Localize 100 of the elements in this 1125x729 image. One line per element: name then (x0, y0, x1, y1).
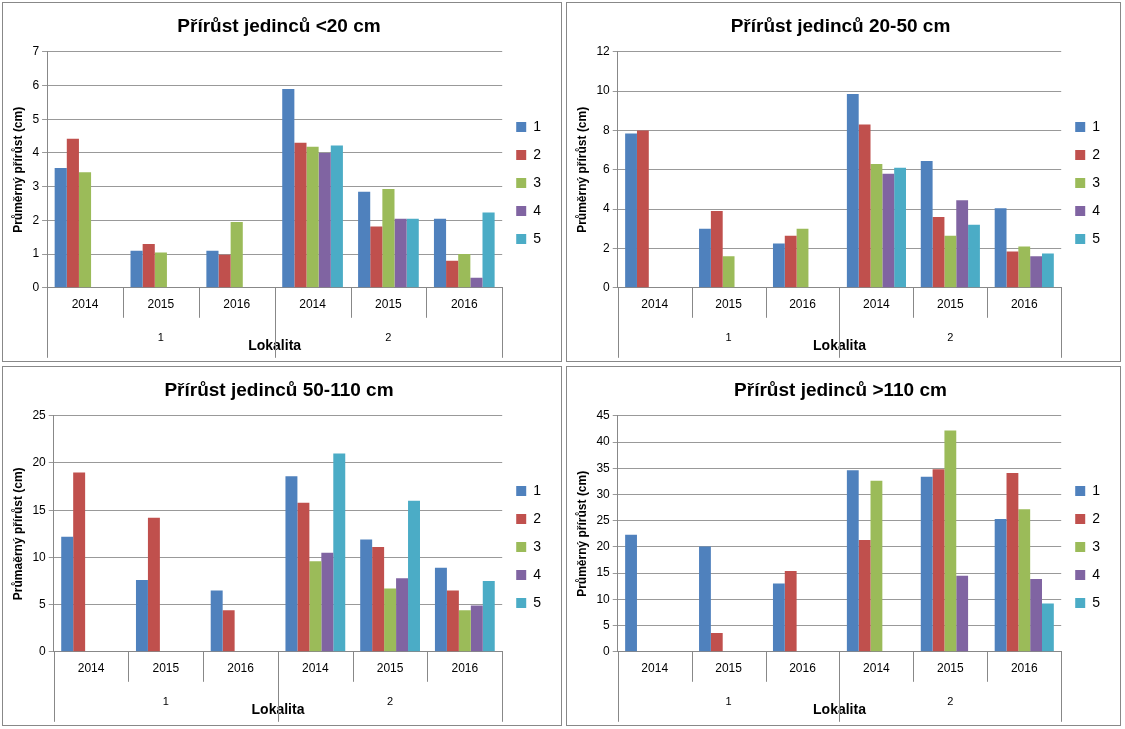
bar (932, 469, 945, 652)
y-tick-label: 5 (32, 111, 40, 126)
bar (458, 254, 471, 288)
x-tick-label: 2015 (715, 297, 743, 312)
bar (218, 254, 231, 288)
x-tick-label: 2015 (375, 297, 403, 312)
y-tick-label: 3 (32, 178, 40, 193)
bar (1018, 246, 1031, 288)
y-tick-label: 15 (596, 565, 611, 580)
bar (394, 218, 407, 288)
x-tick-label: 2016 (1010, 661, 1038, 676)
bar (382, 189, 395, 288)
bar (470, 605, 483, 652)
bar (154, 252, 167, 288)
chart-title: Přírůst jedinců <20 cm (177, 14, 381, 36)
bar (210, 590, 223, 652)
y-tick-label: 4 (32, 145, 40, 160)
bar (994, 519, 1007, 652)
text: 1 (157, 330, 164, 343)
x-tick-label: 2014 (641, 297, 669, 312)
legend-label: 3 (533, 537, 542, 554)
x-tick-label: 2016 (451, 661, 479, 676)
bar (370, 226, 383, 288)
y-tick-label: 45 (596, 408, 611, 423)
bar (130, 250, 143, 288)
x-tick-label: 2014 (641, 661, 669, 676)
legend-label: 5 (533, 593, 542, 610)
bar (222, 610, 235, 652)
x-tick-label: 2016 (789, 661, 817, 676)
bar (956, 575, 969, 652)
legend-label: 1 (1092, 481, 1101, 498)
x-axis-title: Lokalita (248, 337, 302, 354)
bar (1042, 253, 1054, 288)
bar (870, 480, 883, 652)
chart-title: Přírůst jedinců 50-110 cm (164, 378, 394, 400)
x-tick-label: 2016 (450, 297, 478, 312)
y-tick-label: 10 (596, 83, 611, 98)
x-tick-label: 2016 (227, 661, 255, 676)
bar (920, 476, 933, 652)
bar (78, 172, 92, 288)
bar (147, 517, 160, 652)
chart-title: Přírůst jedinců 20-50 cm (730, 14, 951, 36)
text: 1 (725, 694, 732, 707)
x-tick-label: 2015 (937, 661, 965, 676)
legend-label: 3 (1092, 173, 1101, 190)
bar (944, 235, 957, 288)
x-tick-label: 2014 (863, 661, 891, 676)
bar (772, 243, 785, 288)
bar (784, 235, 797, 288)
bar (722, 256, 735, 288)
legend-label: 4 (533, 201, 542, 218)
bar (846, 94, 859, 288)
bar (282, 88, 295, 288)
y-axis-title: Průměrný přírůst (cm) (574, 470, 589, 597)
bar (384, 588, 397, 652)
x-tick-label: 2014 (302, 661, 330, 676)
y-tick-label: 25 (32, 408, 47, 423)
y-tick-label: 0 (39, 644, 47, 659)
bar (206, 250, 219, 288)
x-tick-label: 2015 (152, 661, 180, 676)
x-tick-label: 2016 (789, 297, 817, 312)
bar (858, 540, 871, 652)
legend-label: 1 (1092, 117, 1101, 134)
bar (1030, 578, 1042, 652)
bar (458, 610, 471, 652)
bar (968, 224, 980, 288)
x-tick-label: 2014 (299, 297, 327, 312)
bar (446, 260, 459, 288)
x-tick-label: 2016 (223, 297, 251, 312)
bar (636, 130, 649, 288)
y-tick-label: 7 (32, 44, 40, 59)
bar (994, 208, 1007, 288)
bar (318, 152, 331, 288)
x-tick-label: 2014 (71, 297, 99, 312)
text: 2 (387, 694, 394, 707)
legend-label: 2 (1092, 145, 1101, 162)
text: 1 (162, 694, 169, 707)
x-tick-label: 2015 (376, 661, 404, 676)
bar (710, 632, 723, 652)
y-tick-label: 6 (603, 162, 611, 177)
x-axis-title: Lokalita (251, 701, 305, 718)
bar (710, 211, 723, 288)
bar (882, 173, 895, 288)
x-tick-label: 2015 (147, 297, 175, 312)
y-tick-label: 25 (596, 513, 611, 527)
bar (135, 580, 148, 652)
bar (846, 470, 859, 652)
y-axis-title: Průměrný přírůst (cm) (10, 106, 25, 233)
y-tick-label: 0 (603, 644, 611, 659)
y-tick-label: 0 (603, 280, 611, 295)
bar (66, 138, 79, 288)
y-axis-title: Průmaěrný přírůst (cm) (10, 467, 25, 601)
y-tick-label: 20 (596, 539, 611, 554)
x-tick-label: 2015 (715, 661, 743, 676)
y-tick-label: 2 (603, 240, 611, 255)
legend-label: 5 (533, 229, 542, 246)
bar (396, 578, 409, 652)
y-tick-label: 40 (596, 434, 611, 449)
bar (321, 552, 334, 652)
y-tick-label: 5 (603, 617, 611, 632)
